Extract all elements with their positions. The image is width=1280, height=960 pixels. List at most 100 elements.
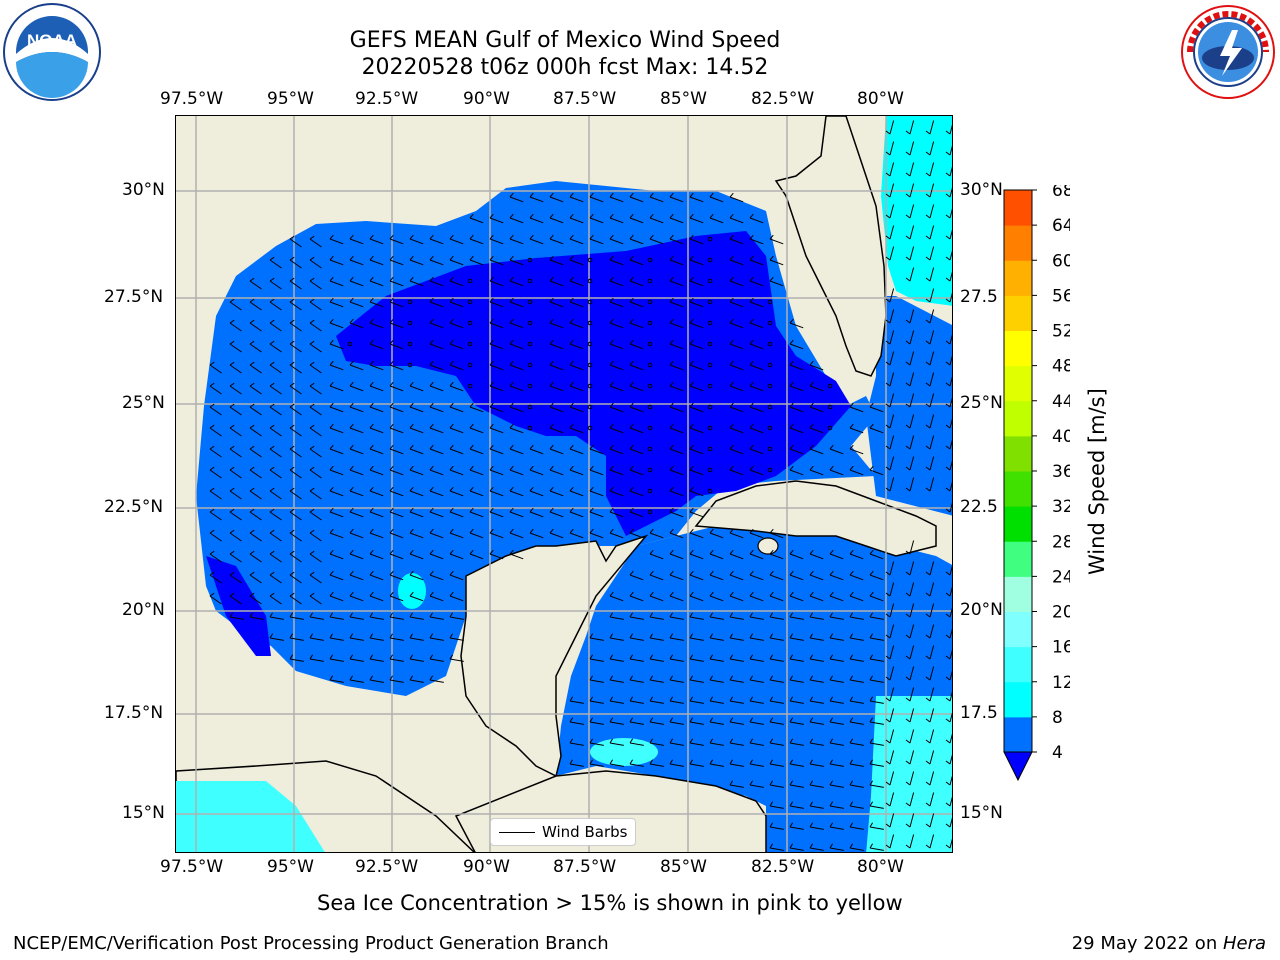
wind-barb	[349, 675, 364, 683]
wind-barb	[829, 654, 844, 662]
wind-barb	[549, 381, 564, 392]
wind-barb	[945, 607, 952, 618]
wind-barb	[885, 183, 895, 198]
wind-barb	[729, 612, 744, 620]
calm-barb	[527, 425, 533, 431]
wind-barb	[289, 340, 302, 353]
wind-barb	[789, 801, 804, 809]
wind-barb	[689, 234, 704, 245]
wind-barb	[629, 759, 644, 767]
wind-barb	[629, 654, 644, 662]
calm-barb	[767, 383, 773, 389]
wind-barb	[549, 276, 564, 287]
wind-barb	[269, 382, 282, 395]
wind-barb	[369, 675, 384, 683]
wind-barb	[609, 738, 624, 746]
calm-barb	[707, 320, 713, 326]
calm-barb	[587, 404, 593, 410]
wind-barb	[289, 445, 302, 458]
wind-barb	[669, 192, 684, 203]
wind-barb	[329, 255, 344, 266]
wind-barb	[229, 612, 244, 620]
wind-barb	[789, 318, 804, 329]
wind-barb	[789, 591, 804, 602]
wind-barb	[549, 444, 564, 455]
wind-barb	[945, 376, 952, 387]
wind-barb	[409, 381, 424, 392]
wind-barb	[905, 456, 915, 471]
wind-barb	[849, 612, 864, 620]
wind-barb	[449, 612, 464, 620]
wind-barb	[329, 360, 344, 371]
wind-barb	[669, 675, 684, 683]
lon-label-bottom: 82.5°W	[751, 857, 815, 877]
wind-barb	[569, 738, 584, 746]
wind-barb	[329, 465, 344, 476]
wind-barb	[249, 403, 262, 416]
calm-barb	[767, 362, 773, 368]
wind-barb	[329, 234, 344, 245]
wind-barb	[749, 234, 764, 245]
wind-barb	[309, 654, 324, 662]
wind-barb	[925, 561, 935, 576]
wind-barb	[789, 402, 804, 413]
wind-barb	[709, 591, 724, 602]
wind-barb	[769, 591, 784, 602]
wind-barb	[849, 801, 864, 809]
wind-barb	[729, 591, 744, 602]
wind-barb	[469, 423, 484, 434]
wind-barb	[269, 298, 282, 311]
wind-barb	[789, 843, 804, 851]
lat-label-right: 27.5	[960, 287, 998, 307]
wind-barb	[869, 633, 884, 641]
wind-barb	[749, 255, 764, 266]
wind-barb	[629, 507, 644, 518]
wind-barb	[669, 612, 684, 620]
wind-barb	[905, 729, 915, 744]
wind-barb	[569, 213, 584, 224]
wind-barb	[885, 624, 895, 639]
wind-barb	[729, 780, 744, 788]
wind-barb	[609, 339, 624, 350]
wind-barb	[209, 382, 222, 395]
wind-barb	[769, 612, 784, 620]
wind-barb	[829, 696, 844, 704]
wind-barb	[569, 234, 584, 245]
wind-barb	[689, 339, 704, 350]
lat-label-left: 25°N	[122, 393, 165, 413]
wind-barb	[489, 255, 504, 266]
wind-barb	[369, 633, 384, 641]
wind-barb	[389, 423, 404, 434]
wind-barb	[429, 591, 444, 602]
wind-barb	[429, 255, 444, 266]
lon-label-bottom: 87.5°W	[553, 857, 617, 877]
wind-barb	[249, 445, 262, 458]
wind-barb	[769, 759, 784, 767]
wind-barb	[569, 318, 584, 329]
wind-barb	[529, 192, 544, 203]
lon-label-bottom: 85°W	[660, 857, 707, 877]
wind-barb	[869, 549, 884, 560]
lon-label-bottom: 97.5°W	[160, 857, 224, 877]
colorbar-segment	[1004, 365, 1032, 402]
calm-barb	[707, 488, 713, 494]
calm-barb	[707, 341, 713, 347]
wind-barb	[249, 550, 262, 563]
lon-label-bottom: 80°W	[857, 857, 904, 877]
wind-barb	[629, 402, 644, 413]
wind-barb	[885, 330, 895, 345]
wind-barb	[905, 813, 915, 828]
wind-barb	[669, 486, 684, 497]
wind-barb	[609, 276, 624, 287]
wind-barb	[729, 633, 744, 641]
wind-barb	[429, 633, 444, 641]
wind-barb	[809, 633, 824, 641]
wind-barb	[409, 423, 424, 434]
wind-barb	[669, 381, 684, 392]
wind-barb	[409, 486, 424, 497]
wind-barb	[549, 486, 564, 497]
wind-barb	[885, 288, 895, 303]
date-text: 29 May 2022 on	[1071, 933, 1223, 954]
wind-barb	[689, 192, 704, 203]
wind-barb	[529, 465, 544, 476]
